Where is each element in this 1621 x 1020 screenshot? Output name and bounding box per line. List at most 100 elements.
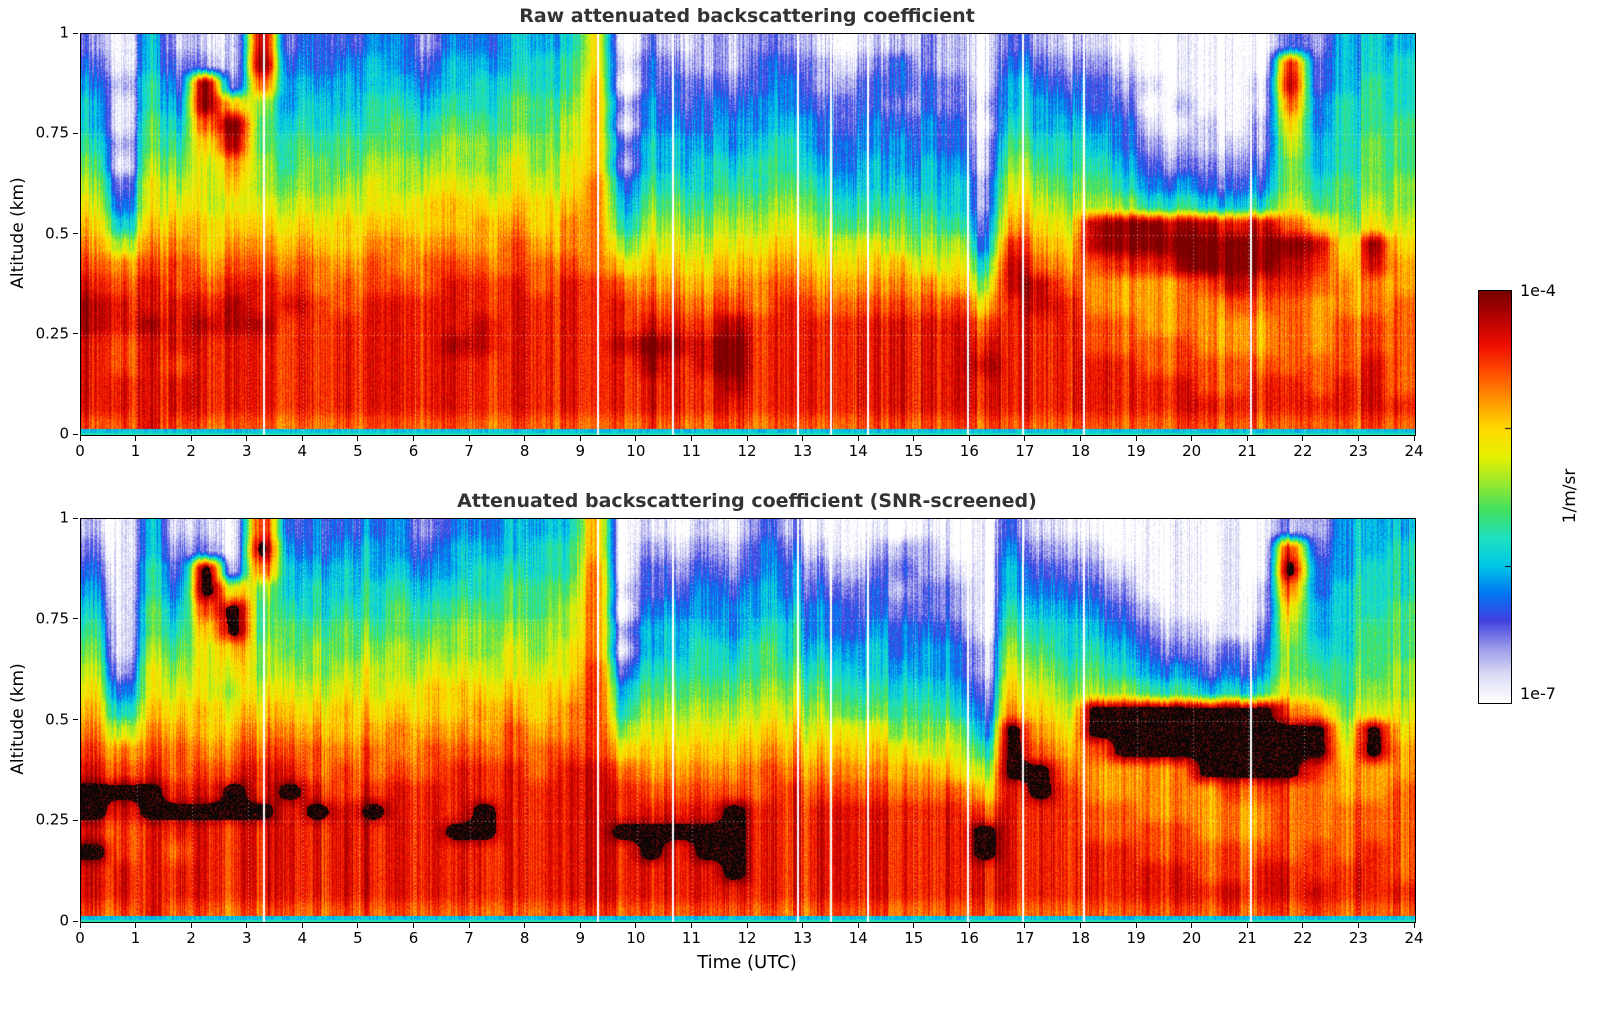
x-tick [857, 923, 859, 928]
panel2-title: Attenuated backscattering coefficient (S… [457, 490, 1037, 512]
x-tick [1302, 923, 1304, 928]
x-tick [468, 436, 470, 441]
x-tick [857, 436, 859, 441]
x-tick-label: 14 [848, 929, 868, 947]
x-tick [1413, 923, 1415, 928]
x-tick [524, 923, 526, 928]
x-tick-label: 8 [519, 442, 530, 460]
y-tick [73, 719, 78, 720]
x-tick-label: 19 [1126, 929, 1146, 947]
y-tick [73, 618, 78, 620]
x-tick-label: 22 [1293, 929, 1313, 947]
x-tick-label: 6 [408, 442, 419, 460]
x-tick-label: 1 [130, 929, 141, 947]
x-tick [1024, 923, 1026, 928]
x-tick-label: 11 [681, 929, 701, 947]
x-tick [1024, 436, 1026, 441]
x-tick [246, 923, 248, 928]
x-tick-label: 12 [737, 442, 757, 460]
x-tick-label: 5 [353, 929, 363, 947]
x-tick-label: 0 [75, 442, 85, 460]
x-tick-label: 14 [848, 442, 868, 460]
x-tick-label: 20 [1182, 929, 1202, 947]
x-tick [746, 436, 748, 441]
y-tick-label: 0 [59, 424, 69, 443]
x-tick [301, 436, 303, 441]
x-tick-label: 3 [241, 929, 252, 947]
panel1-ylabel: Altitude (km) [8, 177, 28, 289]
x-tick [1357, 923, 1359, 928]
y-tick-label: 1 [59, 23, 69, 42]
colorbar [1479, 291, 1511, 703]
x-tick [1413, 436, 1415, 441]
colorbar-max-label: 1e-4 [1520, 281, 1556, 300]
x-tick [1080, 436, 1081, 441]
x-tick [1357, 436, 1359, 441]
x-axis-label: Time (UTC) [697, 952, 797, 973]
panel1-title: Raw attenuated backscattering coefficien… [519, 5, 975, 27]
x-tick [1191, 923, 1193, 928]
raw-backscatter-heatmap [81, 34, 1415, 435]
x-tick-label: 16 [959, 442, 979, 460]
x-tick [190, 923, 192, 928]
x-tick [413, 436, 414, 441]
x-tick-label: 1 [130, 442, 141, 460]
y-tick [73, 433, 78, 435]
colorbar-frame [1478, 290, 1512, 704]
y-tick [73, 333, 78, 335]
x-tick [968, 923, 970, 928]
x-tick [802, 923, 804, 928]
x-tick-label: 17 [1015, 929, 1035, 947]
x-tick [1135, 436, 1137, 441]
x-tick [135, 923, 137, 928]
x-tick [357, 923, 359, 928]
x-tick [357, 436, 359, 441]
y-tick [73, 32, 78, 34]
x-tick-label: 15 [904, 929, 924, 947]
x-tick-label: 24 [1404, 442, 1424, 460]
y-tick-label: 0.5 [45, 224, 69, 242]
x-tick [579, 923, 581, 928]
x-tick [301, 923, 303, 928]
colorbar-unit-label: 1/m/sr [1560, 468, 1580, 524]
x-tick [413, 923, 414, 928]
x-tick [1191, 436, 1193, 441]
x-tick-label: 7 [464, 442, 474, 460]
x-tick-label: 5 [353, 442, 363, 460]
x-tick [79, 923, 81, 928]
x-tick-label: 0 [75, 929, 85, 947]
y-tick [73, 233, 78, 234]
x-tick [635, 436, 637, 441]
x-tick-label: 15 [904, 442, 924, 460]
y-tick [73, 132, 78, 134]
x-tick-label: 6 [408, 929, 419, 947]
x-tick-label: 4 [297, 442, 308, 460]
x-tick [579, 436, 581, 441]
x-tick-label: 7 [464, 929, 474, 947]
y-tick [73, 517, 78, 519]
x-tick-label: 9 [575, 929, 586, 947]
x-tick [79, 436, 81, 441]
x-tick-label: 16 [959, 929, 979, 947]
y-tick [73, 819, 78, 821]
x-tick-label: 12 [737, 929, 757, 947]
x-tick [690, 923, 692, 928]
x-tick-label: 10 [626, 929, 646, 947]
panel2-ylabel: Altitude (km) [8, 663, 28, 775]
x-tick-label: 8 [519, 929, 530, 947]
x-tick-label: 20 [1182, 442, 1202, 460]
x-tick [524, 436, 526, 441]
x-tick-label: 2 [186, 929, 196, 947]
x-tick [1080, 923, 1081, 928]
x-tick-label: 23 [1348, 442, 1368, 460]
x-tick-label: 21 [1237, 929, 1257, 947]
x-tick [1246, 436, 1248, 441]
x-tick-label: 13 [793, 442, 813, 460]
x-tick-label: 24 [1404, 929, 1424, 947]
y-tick-label: 0 [59, 911, 69, 930]
x-tick-label: 22 [1293, 442, 1313, 460]
y-tick-label: 0.25 [35, 810, 69, 829]
x-tick-label: 4 [297, 929, 308, 947]
colorbar-min-label: 1e-7 [1520, 684, 1556, 703]
